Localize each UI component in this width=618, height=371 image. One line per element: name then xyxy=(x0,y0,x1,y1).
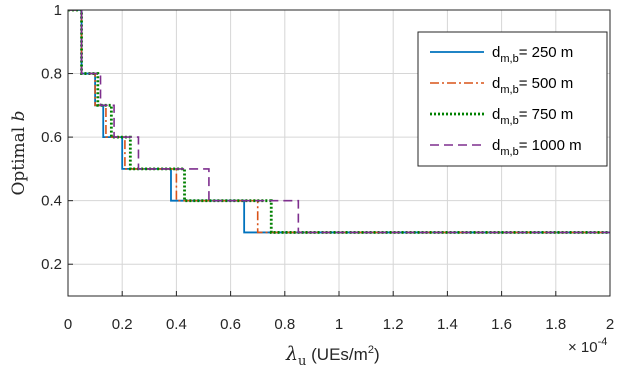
legend-label-main: d xyxy=(492,75,500,92)
x-axis-symbol: λ xyxy=(285,343,298,365)
legend-label-rest: = 500 m xyxy=(519,75,574,92)
x-tick-label: 1.2 xyxy=(383,316,404,333)
legend-label-1: dm,b= 250 m xyxy=(492,44,573,65)
legend-label-main: d xyxy=(492,137,500,154)
x-tick-label: 1 xyxy=(335,316,343,333)
x-tick-label: 0.2 xyxy=(112,316,133,333)
legend-label-rest: = 250 m xyxy=(519,44,574,61)
y-tick-labels: 0.2 0.4 0.6 0.8 1 xyxy=(41,2,73,273)
x-axis-exponent: × 10-4 xyxy=(568,336,607,356)
x-tick-label: 0 xyxy=(64,316,72,333)
legend-label-main: d xyxy=(492,44,500,61)
y-axis-text: Optimal xyxy=(9,121,29,195)
series-line-4 xyxy=(68,10,610,234)
x-tick-labels: 0 0.2 0.4 0.6 0.8 1 1.2 1.4 1.6 1.8 2 xyxy=(64,291,614,333)
x-tick-label: 1.6 xyxy=(491,316,512,333)
legend-label-main: d xyxy=(492,106,500,123)
y-tick-label: 0.2 xyxy=(41,256,62,273)
legend-label-2: dm,b= 500 m xyxy=(492,75,573,96)
legend: dm,b= 250 mdm,b= 500 mdm,b= 750 mdm,b= 1… xyxy=(417,31,608,167)
x-tick-label: 1.4 xyxy=(437,316,458,333)
y-tick-label: 1 xyxy=(54,2,62,19)
x-tick-label: 1.8 xyxy=(545,316,566,333)
y-tick-label: 0.4 xyxy=(41,193,62,210)
legend-label-sub: m,b xyxy=(500,146,518,158)
x-tick-label: 0.6 xyxy=(220,316,241,333)
x-axis-title: λu (UEs/m2) xyxy=(285,343,380,369)
x-axis-units-power: 2 xyxy=(368,344,374,356)
series-layer xyxy=(68,10,610,234)
legend-label-sub: m,b xyxy=(500,84,518,96)
legend-label-sub: m,b xyxy=(500,115,518,127)
x-tick-label: 2 xyxy=(606,316,614,333)
x-axis-units-close: ) xyxy=(374,345,380,364)
y-axis-variable: b xyxy=(9,110,29,121)
legend-label-sub: m,b xyxy=(500,53,518,65)
x-tick-label: 0.4 xyxy=(166,316,187,333)
x-axis-units: (UEs/m xyxy=(306,345,367,364)
legend-label-3: dm,b= 750 m xyxy=(492,106,573,127)
legend-label-rest: = 750 m xyxy=(519,106,574,123)
x-axis-subscript: u xyxy=(298,354,306,369)
legend-label-4: dm,b= 1000 m xyxy=(492,137,582,158)
y-axis-title: Optimal b xyxy=(9,110,29,195)
x-exponent-power: -4 xyxy=(598,336,608,348)
y-tick-label: 0.8 xyxy=(41,66,62,83)
x-tick-label: 0.8 xyxy=(274,316,295,333)
legend-label-rest: = 1000 m xyxy=(519,137,582,154)
x-exponent-base: × 10 xyxy=(568,339,598,356)
y-tick-label: 0.6 xyxy=(41,129,62,146)
legend-box xyxy=(417,31,608,167)
